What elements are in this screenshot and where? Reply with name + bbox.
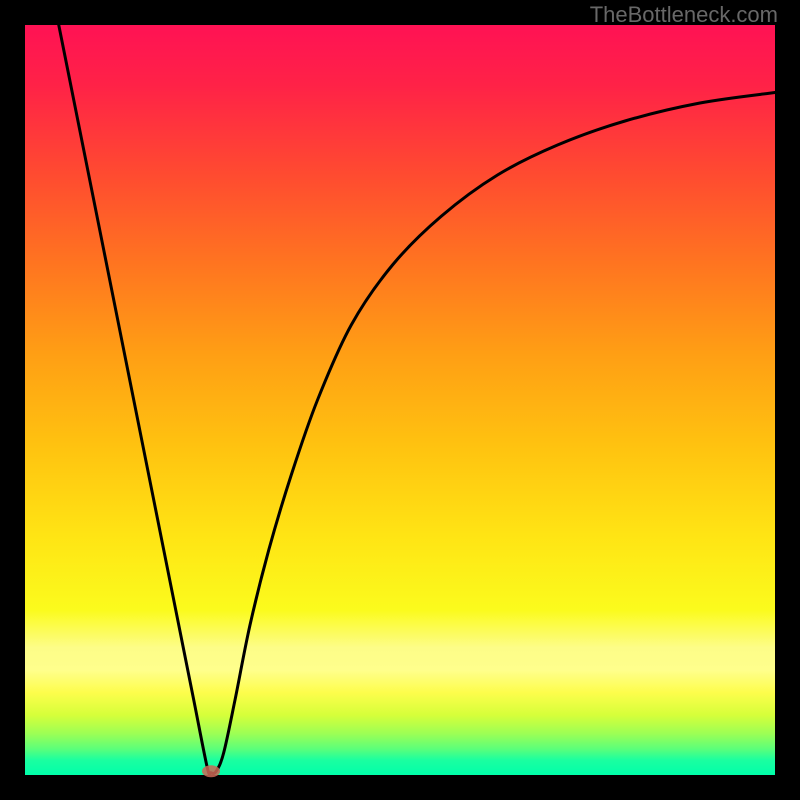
bottleneck-curve-chart	[0, 0, 800, 800]
minimum-marker	[202, 765, 220, 777]
watermark-text: TheBottleneck.com	[590, 2, 778, 28]
plot-background	[25, 25, 775, 775]
chart-container	[0, 0, 800, 800]
